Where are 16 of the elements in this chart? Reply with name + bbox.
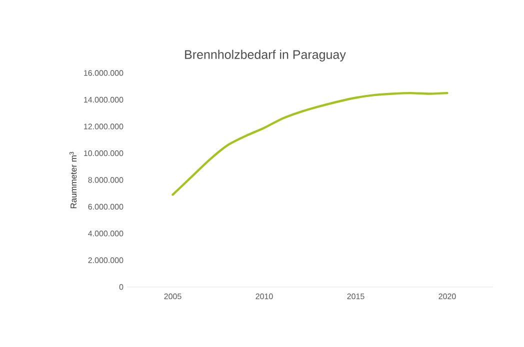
y-tick-label: 4.000.000: [88, 230, 124, 236]
line-series: [172, 92, 448, 196]
x-tick-label: 2005: [164, 294, 182, 300]
x-tick-label: 2010: [256, 294, 273, 300]
chart-title: Brennholzbedarf in Paraguay: [185, 50, 346, 62]
x-tick-label: 2020: [438, 294, 456, 300]
y-tick-label: 16.000.000: [84, 70, 124, 76]
y-tick-label: 10.000.000: [84, 150, 124, 156]
y-axis-title: Raummeter m$^{3}$: [70, 152, 77, 208]
y-tick-label: 2.000.000: [88, 257, 124, 264]
y-tick-label: 0: [119, 284, 124, 290]
y-tick-label: 8.000.000: [88, 177, 124, 183]
y-tick-label: 6.000.000: [88, 204, 124, 210]
y-tick-label: 14.000.000: [84, 96, 124, 103]
y-tick-label: 12.000.000: [84, 124, 124, 130]
x-tick-label: 2015: [347, 294, 364, 300]
